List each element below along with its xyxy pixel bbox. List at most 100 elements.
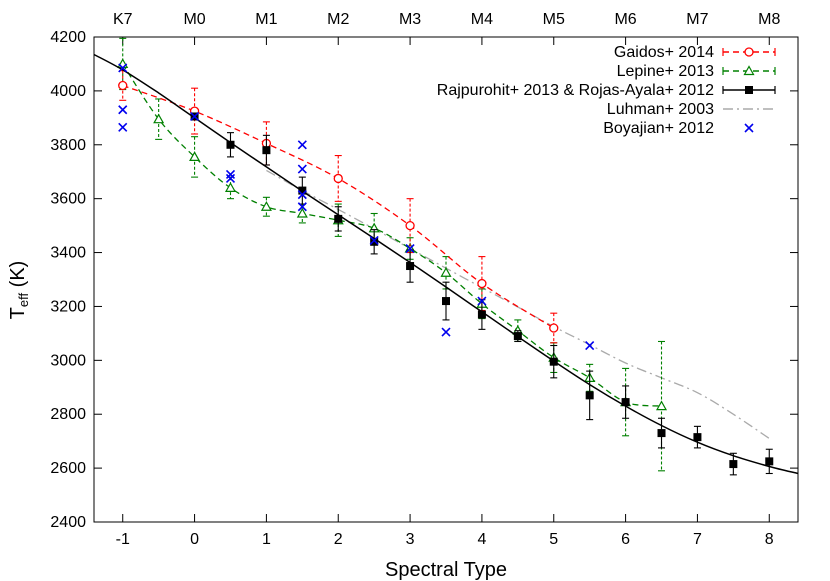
data-point-triangle <box>260 201 272 211</box>
x-tick-label: 0 <box>190 531 199 548</box>
y-tick-label: 2800 <box>50 406 86 423</box>
data-point-square <box>765 457 774 466</box>
data-point-square <box>513 332 522 341</box>
data-point-circle <box>477 278 487 289</box>
data-point-triangle <box>440 267 452 277</box>
y-tick-label: 3200 <box>50 298 86 315</box>
x-axis-label: Spectral Type <box>385 559 507 581</box>
data-point-x <box>297 190 307 200</box>
series-0 <box>118 70 559 344</box>
data-point-square <box>477 310 486 319</box>
data-point-x <box>477 296 487 306</box>
data-point-square <box>334 214 343 223</box>
data-point-triangle <box>153 113 165 124</box>
data-point-x <box>225 173 236 184</box>
series-2 <box>93 53 799 476</box>
data-point-x <box>441 327 451 337</box>
data-point-square <box>370 237 379 246</box>
data-point-x <box>118 63 128 73</box>
top-tick-label: M5 <box>543 11 565 28</box>
data-point-square <box>226 140 235 149</box>
y-tick-label: 2600 <box>50 460 86 477</box>
top-tick-label: M3 <box>399 11 421 28</box>
top-tick-label: M7 <box>686 11 708 28</box>
y-tick-label: 3000 <box>50 352 86 369</box>
top-tick-label: M4 <box>471 11 493 28</box>
x-tick-label: 4 <box>477 531 486 548</box>
data-point-circle <box>549 323 559 333</box>
y-axis-label-main: T <box>7 307 29 319</box>
data-point-x <box>118 122 128 132</box>
data-point-square <box>693 433 702 442</box>
ticks-layer: -1 0 1 2 3 4 5 6 7 8 K7 M0 M1 M2 M3 M4 M5 M6 M7 M8 2400 2600 2… <box>50 11 798 548</box>
data-point-square <box>729 460 738 469</box>
top-tick-label: M1 <box>255 11 277 28</box>
data-point-circle <box>333 173 343 184</box>
data-point-x <box>744 123 754 133</box>
y-tick-label: 2400 <box>50 514 86 531</box>
data-point-triangle <box>743 65 755 76</box>
series-line <box>122 63 662 407</box>
legend-label: Luhman+ 2003 <box>607 101 714 118</box>
data-point-x <box>118 105 128 115</box>
data-point-x <box>225 169 236 179</box>
series-3 <box>266 169 770 440</box>
data-point-triangle <box>189 151 201 162</box>
top-tick-label: M6 <box>614 11 636 28</box>
series-1 <box>117 37 668 472</box>
x-tick-label: -1 <box>116 531 130 548</box>
data-point-circle <box>744 47 754 57</box>
legend-label: Boyajian+ 2012 <box>603 120 714 137</box>
y-axis-label-sub: eff <box>16 293 31 308</box>
data-point-x <box>297 202 307 212</box>
legend: Gaidos+ 2014 Lepine+ 2013 Rajpurohit+ 2013… <box>437 44 776 137</box>
data-point-triangle <box>655 400 668 411</box>
data-point-x <box>190 111 200 122</box>
data-point-x <box>405 243 415 254</box>
y-tick-label: 3600 <box>50 191 86 208</box>
legend-label: Rajpurohit+ 2013 & Rojas-Ayala+ 2012 <box>437 82 714 99</box>
x-tick-label: 2 <box>334 531 343 548</box>
legend-label: Gaidos+ 2014 <box>614 44 714 61</box>
y-tick-label: 3800 <box>50 137 86 154</box>
x-tick-label: 6 <box>621 531 630 548</box>
data-point-square <box>549 357 558 366</box>
top-tick-label: K7 <box>113 11 133 28</box>
x-tick-label: 8 <box>765 531 774 548</box>
data-point-square <box>621 398 630 407</box>
y-axis-label-unit: (K) <box>7 261 29 293</box>
data-point-triangle <box>224 182 237 192</box>
y-axis-label: Teff (K) <box>7 261 31 320</box>
data-point-x <box>297 164 307 174</box>
data-point-triangle <box>296 207 308 218</box>
y-tick-label: 4200 <box>50 29 86 46</box>
data-point-square <box>657 429 666 438</box>
data-point-square <box>745 86 753 94</box>
top-tick-label: M2 <box>327 11 349 28</box>
data-point-square <box>406 262 415 271</box>
x-tick-label: 1 <box>262 531 271 548</box>
x-tick-label: 5 <box>549 531 558 548</box>
y-tick-label: 4000 <box>50 83 86 100</box>
data-point-x <box>297 140 307 150</box>
series-4 <box>118 63 595 351</box>
legend-label: Lepine+ 2013 <box>617 63 715 80</box>
data-point-x <box>369 235 379 245</box>
top-tick-label: M8 <box>758 11 780 28</box>
x-tick-label: 7 <box>693 531 702 548</box>
data-point-square <box>262 146 271 155</box>
y-tick-label: 3400 <box>50 245 86 262</box>
top-tick-label: M0 <box>183 11 205 28</box>
data-point-square <box>442 297 450 306</box>
series-layer <box>93 37 799 476</box>
data-point-x <box>585 340 595 351</box>
plot-frame <box>93 36 799 523</box>
data-point-square <box>585 391 594 400</box>
series-line <box>266 169 770 440</box>
data-point-triangle <box>117 58 129 69</box>
data-point-circle <box>405 220 415 231</box>
x-tick-label: 3 <box>406 531 415 548</box>
data-point-circle <box>118 80 128 91</box>
data-point-square <box>298 186 307 195</box>
